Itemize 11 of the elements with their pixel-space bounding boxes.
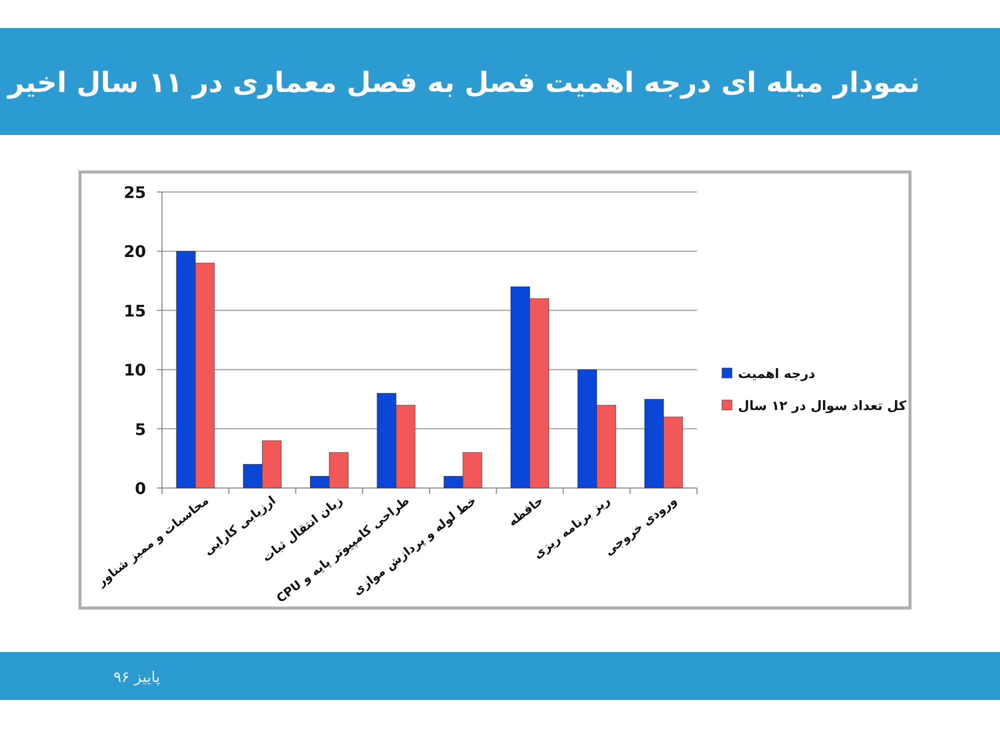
title: نمودار میله ای درجه اهمیت فصل به فصل معماری در ۱۱ سال اخیر	[8, 66, 920, 99]
x-tick-label: حافظه	[506, 493, 546, 529]
y-tick-label: 25	[124, 183, 146, 202]
y-tick-label: 0	[134, 479, 146, 498]
legend-label: کل تعداد سوال در ۱۲ سال	[738, 399, 907, 414]
annotation: پاییز ۹۶	[113, 668, 160, 686]
y-tick-label: 15	[124, 301, 146, 320]
y-tick-label: 10	[124, 360, 146, 380]
y-tick-label: 20	[124, 242, 146, 262]
y-tick-label: 5	[134, 420, 146, 439]
legend-label: درجه اهمیت	[738, 367, 816, 382]
